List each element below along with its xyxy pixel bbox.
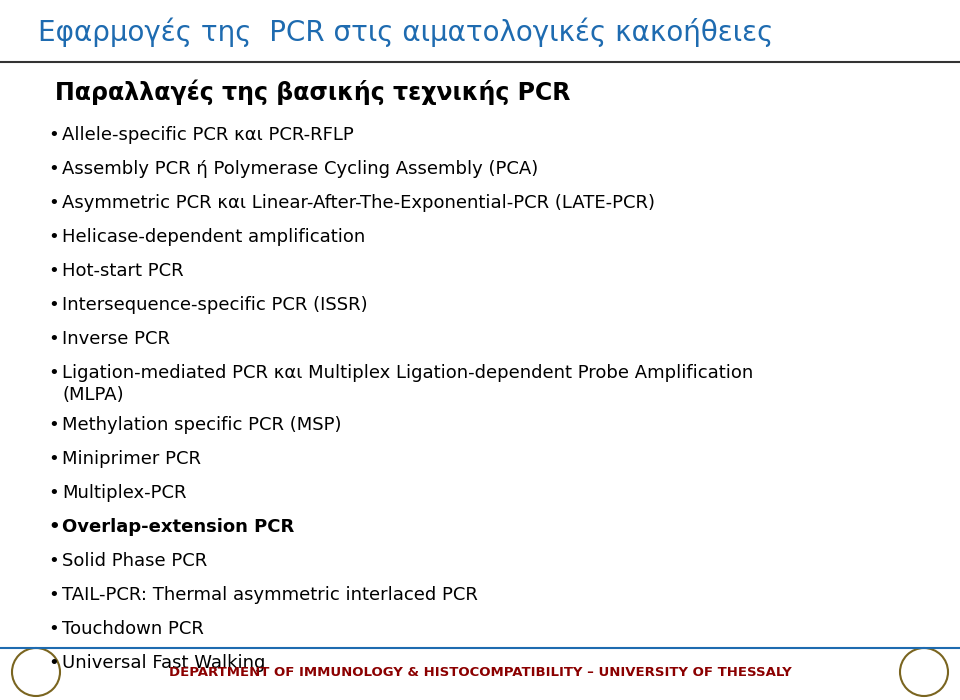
Text: •: • bbox=[48, 126, 59, 144]
Text: •: • bbox=[48, 654, 59, 672]
Text: DEPARTMENT OF IMMUNOLOGY & HISTOCOMPATIBILITY – UNIVERSITY OF THESSALY: DEPARTMENT OF IMMUNOLOGY & HISTOCOMPATIB… bbox=[169, 666, 791, 678]
Text: Allele-specific PCR και PCR-RFLP: Allele-specific PCR και PCR-RFLP bbox=[62, 126, 353, 144]
Text: •: • bbox=[48, 484, 59, 502]
Text: •: • bbox=[48, 586, 59, 604]
Text: Methylation specific PCR (MSP): Methylation specific PCR (MSP) bbox=[62, 416, 342, 434]
Text: Overlap-extension PCR: Overlap-extension PCR bbox=[62, 518, 295, 536]
Text: TAIL-PCR: Thermal asymmetric interlaced PCR: TAIL-PCR: Thermal asymmetric interlaced … bbox=[62, 586, 478, 604]
Text: •: • bbox=[48, 620, 59, 638]
Text: •: • bbox=[48, 416, 59, 434]
Text: •: • bbox=[48, 228, 59, 246]
Text: Intersequence-specific PCR (ISSR): Intersequence-specific PCR (ISSR) bbox=[62, 296, 368, 314]
Text: Helicase-dependent amplification: Helicase-dependent amplification bbox=[62, 228, 365, 246]
Text: •: • bbox=[48, 518, 60, 536]
Text: Asymmetric PCR και Linear-After-The-Exponential-PCR (LATE-PCR): Asymmetric PCR και Linear-After-The-Expo… bbox=[62, 194, 655, 212]
Text: Multiplex-PCR: Multiplex-PCR bbox=[62, 484, 186, 502]
Text: •: • bbox=[48, 450, 59, 468]
Text: Inverse PCR: Inverse PCR bbox=[62, 330, 170, 348]
Text: •: • bbox=[48, 160, 59, 178]
Text: •: • bbox=[48, 194, 59, 212]
Text: Hot-start PCR: Hot-start PCR bbox=[62, 262, 183, 280]
Text: Παραλλαγές της βασικής τεχνικής PCR: Παραλλαγές της βασικής τεχνικής PCR bbox=[55, 79, 570, 105]
Text: •: • bbox=[48, 552, 59, 570]
Text: Ligation-mediated PCR και Multiplex Ligation-dependent Probe Amplification
(MLPA: Ligation-mediated PCR και Multiplex Liga… bbox=[62, 364, 754, 403]
Text: •: • bbox=[48, 262, 59, 280]
Text: •: • bbox=[48, 296, 59, 314]
Text: Universal Fast Walking: Universal Fast Walking bbox=[62, 654, 265, 672]
Text: Touchdown PCR: Touchdown PCR bbox=[62, 620, 204, 638]
Text: Solid Phase PCR: Solid Phase PCR bbox=[62, 552, 207, 570]
Text: •: • bbox=[48, 364, 59, 382]
Text: •: • bbox=[48, 330, 59, 348]
Text: Miniprimer PCR: Miniprimer PCR bbox=[62, 450, 201, 468]
Text: Εφαρμογές της  PCR στις αιματολογικές κακοήθειες: Εφαρμογές της PCR στις αιματολογικές κακ… bbox=[38, 18, 774, 47]
Text: Assembly PCR ή Polymerase Cycling Assembly (PCA): Assembly PCR ή Polymerase Cycling Assemb… bbox=[62, 160, 539, 178]
